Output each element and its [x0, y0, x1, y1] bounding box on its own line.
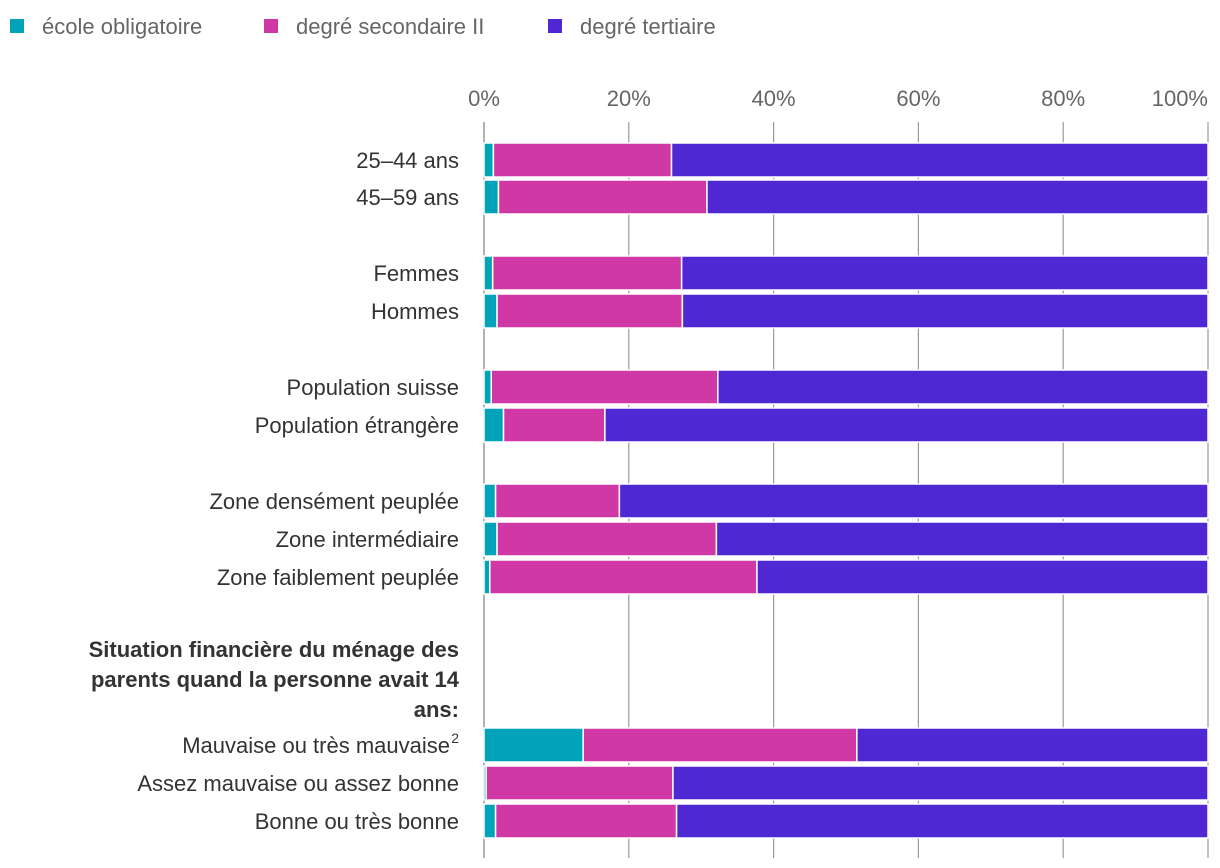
legend-label: degré secondaire II: [296, 14, 484, 39]
legend-swatch: [10, 19, 24, 33]
bar-segment: [497, 179, 708, 215]
legend-swatch: [264, 19, 278, 33]
bar-segment: [494, 803, 678, 839]
x-tick-label: 0%: [468, 86, 500, 111]
category-label: Zone faiblement peuplée: [217, 565, 459, 590]
category-label: Population étrangère: [255, 413, 459, 438]
category-label: 25–44 ans: [356, 148, 459, 173]
bar-segment: [494, 483, 621, 519]
bar-segment: [502, 407, 606, 443]
x-tick-label: 80%: [1041, 86, 1085, 111]
category-label: Bonne ou très bonne: [255, 809, 459, 834]
bar-segment: [618, 483, 1209, 519]
bar-segment: [756, 559, 1209, 595]
category-footnote-mark: 2: [451, 730, 459, 746]
legend-label: école obligatoire: [42, 14, 202, 39]
bar-segment: [670, 142, 1209, 178]
category-label: Hommes: [371, 299, 459, 324]
bar-segment: [856, 727, 1209, 763]
bar-segment: [496, 521, 718, 557]
bar-segment: [483, 521, 498, 557]
bar-segment: [582, 727, 858, 763]
category-label: Population suisse: [287, 375, 459, 400]
legend-swatch: [548, 19, 562, 33]
bar-segment: [715, 521, 1209, 557]
legend: école obligatoire degré secondaire II degr…: [10, 14, 716, 39]
bar-segment: [483, 803, 497, 839]
bar-segment: [604, 407, 1209, 443]
x-tick-label: 60%: [896, 86, 940, 111]
category-label: 45–59 ans: [356, 185, 459, 210]
category-labels: 25–44 ans 45–59 ans Femmes Hommes Population…: [137, 148, 459, 834]
group-heading-line: ans:: [414, 697, 459, 722]
bar-segment: [483, 142, 495, 178]
category-label: Zone densément peuplée: [209, 489, 459, 514]
bar-segment: [496, 293, 684, 329]
bar-segment: [717, 369, 1209, 405]
bar-segment: [490, 369, 719, 405]
x-tick-label: 40%: [752, 86, 796, 111]
legend-label: degré tertiaire: [580, 14, 716, 39]
bar-segment: [483, 559, 491, 595]
category-label: Mauvaise ou très mauvaise: [182, 733, 450, 758]
x-tick-label: 20%: [607, 86, 651, 111]
category-label: Assez mauvaise ou assez bonne: [137, 771, 459, 796]
x-tick-label: 100%: [1152, 86, 1208, 111]
group-heading-line: Situation financière du ménage des: [89, 637, 459, 662]
bar-segment: [483, 727, 584, 763]
bar-segment: [675, 803, 1209, 839]
x-axis-ticks: 0% 20% 40% 60% 80% 100%: [468, 86, 1208, 111]
bar-segment: [491, 255, 683, 291]
bar-segment: [681, 293, 1209, 329]
bar-segment: [483, 179, 500, 215]
bar-segment: [485, 765, 674, 801]
bars: [483, 142, 1209, 839]
bar-segment: [492, 142, 673, 178]
category-label: Zone intermédiaire: [276, 527, 459, 552]
category-label: Femmes: [373, 261, 459, 286]
bar-segment: [483, 293, 498, 329]
bar-segment: [672, 765, 1209, 801]
bar-segment: [483, 483, 497, 519]
bar-segment: [483, 407, 505, 443]
group-heading: Situation financière du ménage des parent…: [89, 637, 460, 722]
bar-segment: [483, 255, 494, 291]
bar-segment: [680, 255, 1209, 291]
bar-segment: [483, 369, 492, 405]
bar-segment: [706, 179, 1209, 215]
group-heading-line: parents quand la personne avait 14: [91, 667, 460, 692]
bar-segment: [489, 559, 758, 595]
